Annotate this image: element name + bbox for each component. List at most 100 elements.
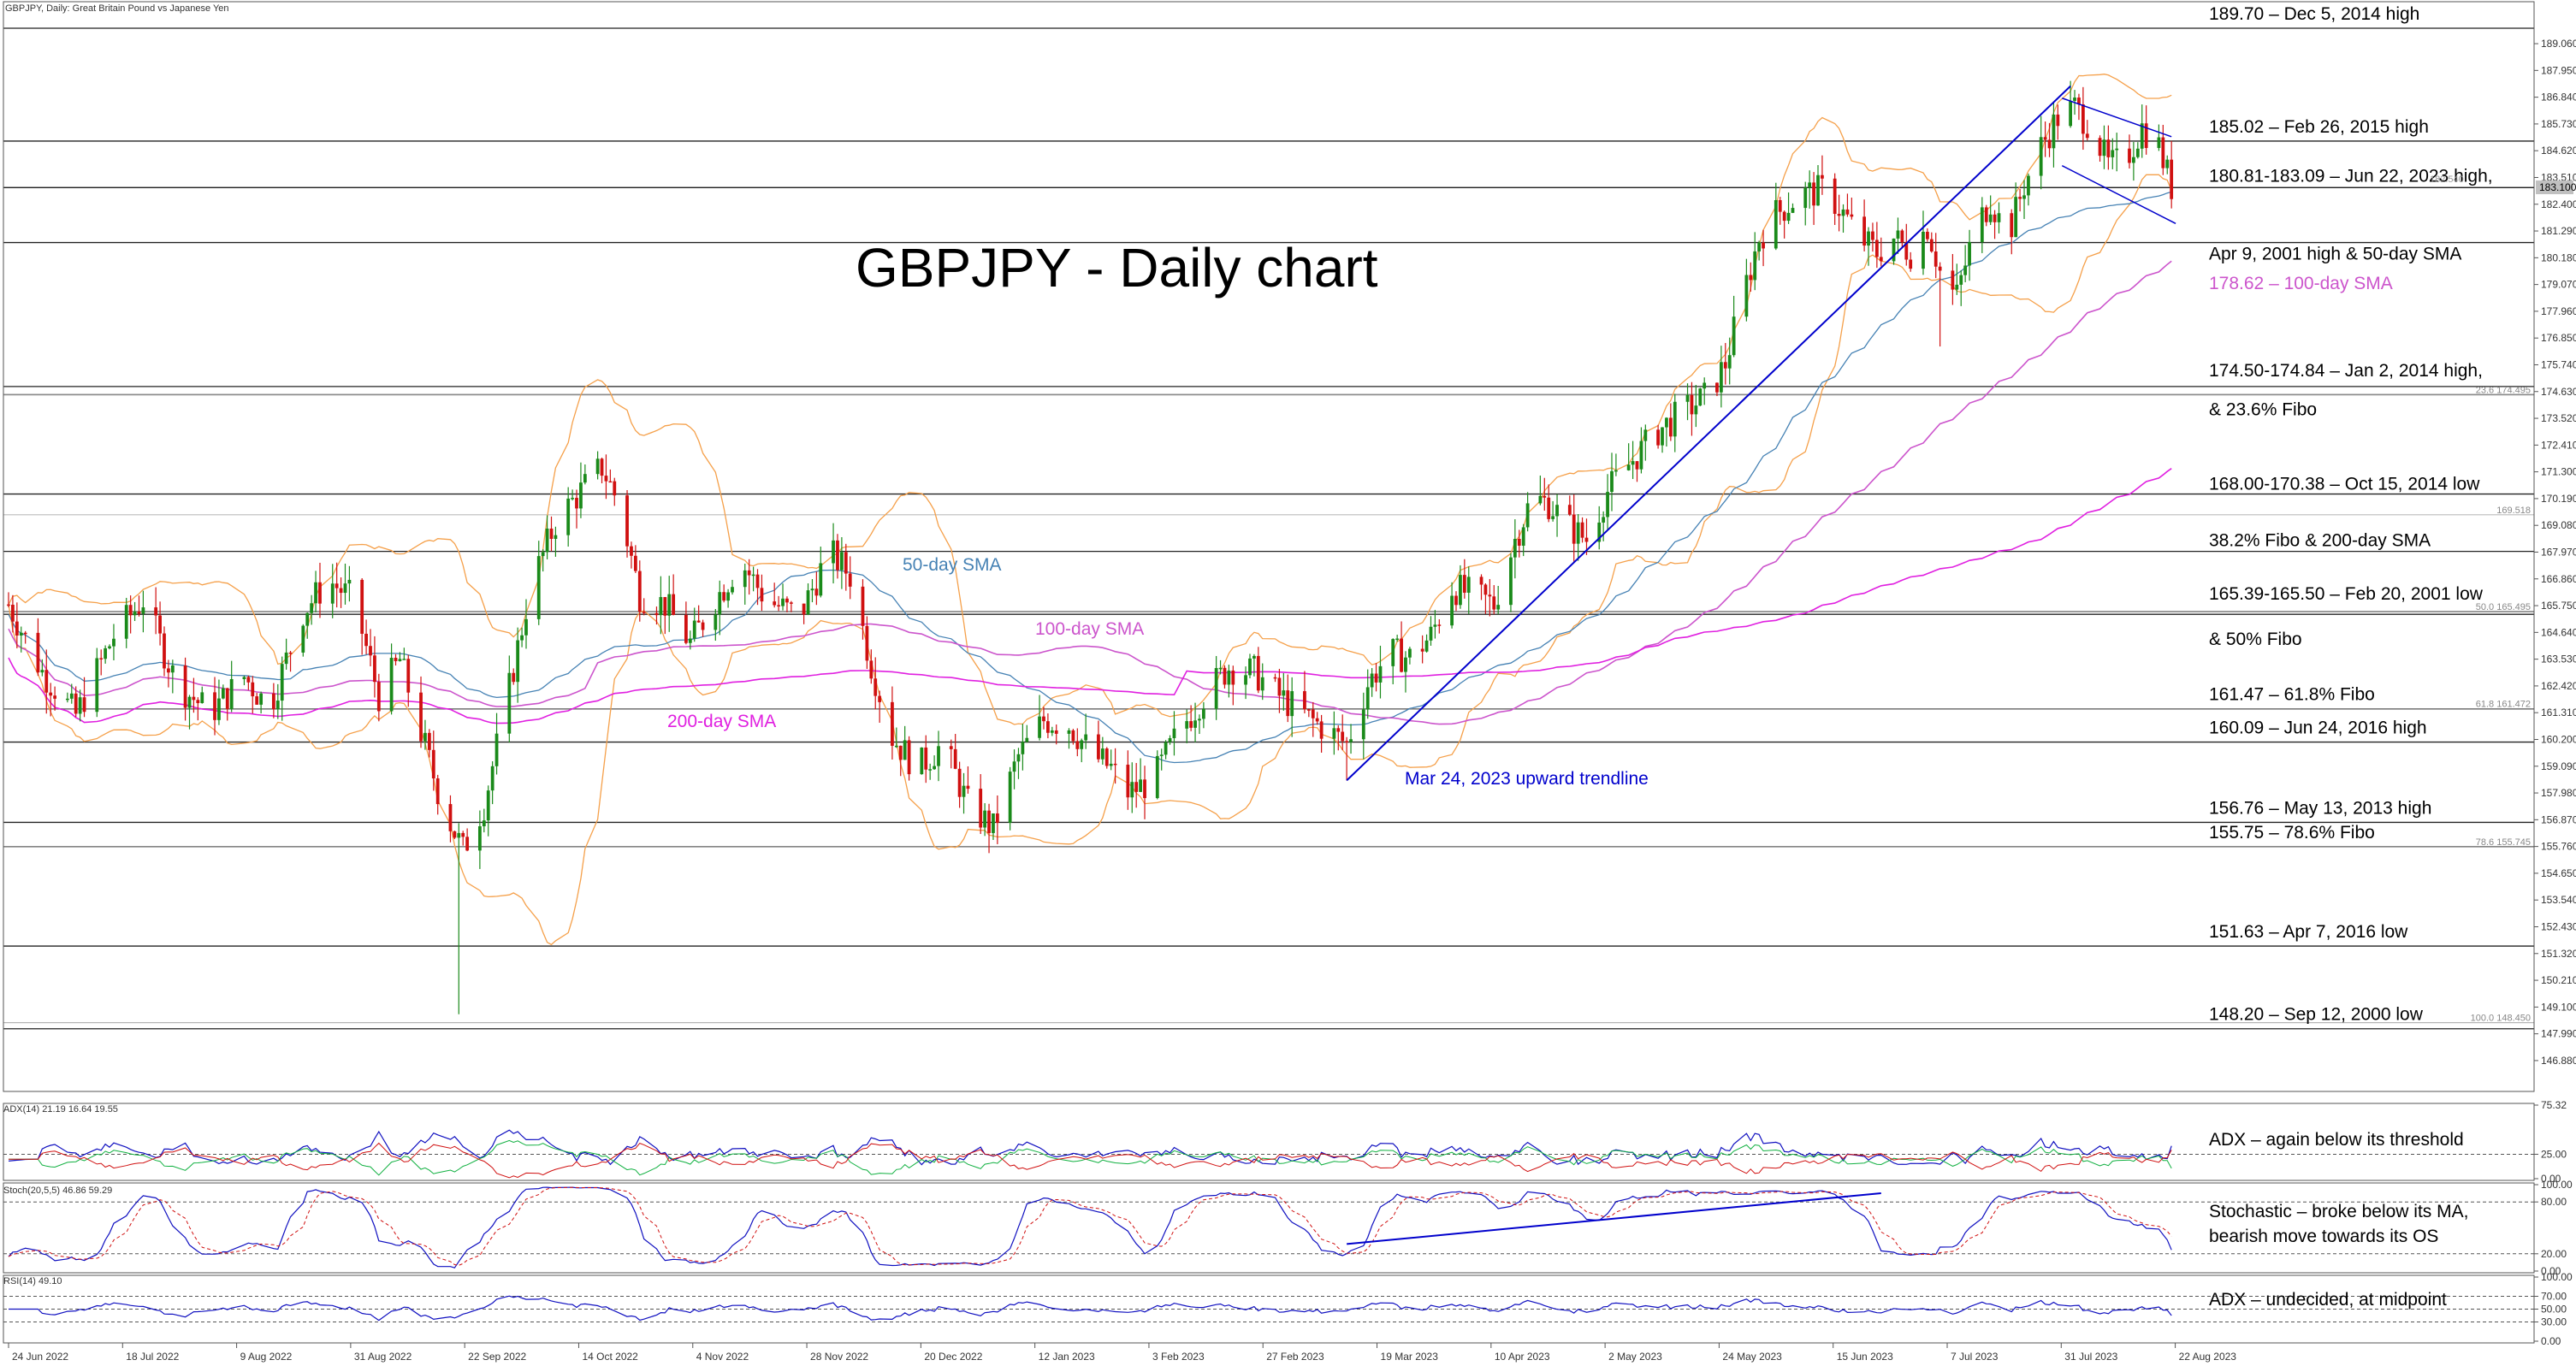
candle-up xyxy=(1164,742,1168,755)
candle-up xyxy=(1808,182,1812,188)
candle-up xyxy=(566,498,571,535)
candle-down xyxy=(869,660,873,679)
candle-up xyxy=(1614,470,1618,472)
price-tick-label: 159.090 xyxy=(2541,760,2576,772)
candle-up xyxy=(781,598,785,606)
candle-up xyxy=(1193,720,1197,728)
candle-down xyxy=(318,582,322,604)
candle-up xyxy=(520,635,524,641)
candle-down xyxy=(1580,522,1584,538)
candle-up xyxy=(726,592,730,601)
candle-up xyxy=(347,579,352,584)
candle-down xyxy=(1341,731,1345,742)
candle-down xyxy=(848,573,852,587)
candle-up xyxy=(1429,626,1433,641)
candle-down xyxy=(154,607,158,616)
candle-down xyxy=(1143,779,1146,799)
candle-down xyxy=(448,804,453,831)
candle-up xyxy=(2052,114,2056,149)
candle-up xyxy=(1803,187,1808,209)
candle-down xyxy=(99,658,104,659)
candle-up xyxy=(284,652,288,665)
price-tick-label: 185.730 xyxy=(2541,118,2576,130)
candle-up xyxy=(536,556,541,619)
rsi-comment: ADX – undecided, at midpoint xyxy=(2209,1290,2447,1310)
candle-up xyxy=(389,658,394,712)
candle-up xyxy=(1643,429,1648,441)
level-label: 160.09 – Jun 24, 2016 high xyxy=(2209,718,2427,738)
price-tick-label: 162.420 xyxy=(2541,680,2576,692)
candle-down xyxy=(1871,231,1874,240)
candle-down xyxy=(1277,677,1282,696)
candle-down xyxy=(1635,461,1639,470)
date-tick-label: 24 Jun 2022 xyxy=(12,1351,68,1363)
candle-up xyxy=(688,638,692,643)
candle-down xyxy=(1488,594,1492,597)
candle-up xyxy=(1404,657,1407,672)
candle-up xyxy=(1050,730,1054,733)
candle-down xyxy=(1567,505,1572,515)
candle-up xyxy=(1408,648,1412,658)
candle-up xyxy=(1378,665,1383,683)
candle-down xyxy=(1778,200,1782,212)
price-tick-label: 186.840 xyxy=(2541,92,2576,103)
candle-down xyxy=(1054,730,1058,734)
candle-up xyxy=(1361,709,1365,740)
candle-down xyxy=(1984,207,1988,222)
candle-down xyxy=(360,579,364,634)
candle-down xyxy=(1256,655,1260,691)
date-tick-label: 14 Oct 2022 xyxy=(582,1351,638,1363)
candle-up xyxy=(1084,734,1088,741)
side-price-label: 182.540 xyxy=(2430,174,2464,185)
candle-up xyxy=(659,597,663,616)
candle-down xyxy=(82,697,86,713)
candle-up xyxy=(2039,137,2043,176)
candle-down xyxy=(373,655,376,683)
candle-down xyxy=(1572,514,1576,544)
candle-down xyxy=(137,612,141,614)
candle-down xyxy=(1543,495,1547,498)
candle-down xyxy=(865,625,869,661)
candle-up xyxy=(1100,748,1104,760)
candle-up xyxy=(1248,658,1252,676)
candle-down xyxy=(255,696,259,705)
candle-down xyxy=(785,598,789,603)
candle-down xyxy=(1938,266,1942,271)
candle-up xyxy=(1139,779,1142,792)
candle-down xyxy=(271,693,275,710)
candle-down xyxy=(2106,139,2111,157)
candle-up xyxy=(1433,624,1437,627)
candle-up xyxy=(330,583,335,604)
price-tick-label: 170.190 xyxy=(2541,493,2576,505)
candle-up xyxy=(78,697,82,714)
candle-up xyxy=(1109,763,1113,766)
candle-down xyxy=(957,768,962,797)
candle-down xyxy=(995,813,999,823)
candle-down xyxy=(1723,362,1727,369)
candle-down xyxy=(225,688,229,709)
candle-down xyxy=(128,605,133,616)
candle-down xyxy=(755,574,760,588)
candle-up xyxy=(1892,238,1896,262)
candle-down xyxy=(1909,259,1913,269)
candle-up xyxy=(579,482,583,509)
candle-up xyxy=(1252,655,1256,659)
candle-up xyxy=(1841,209,1845,216)
candle-up xyxy=(1703,382,1707,389)
candle-down xyxy=(953,748,957,769)
candle-up xyxy=(1786,212,1791,222)
candle-up xyxy=(1168,737,1172,742)
candle-down xyxy=(789,602,793,604)
fibo-label: 78.6 155.745 xyxy=(2476,837,2531,848)
candle-down xyxy=(15,621,19,636)
candle-up xyxy=(1159,754,1164,756)
candle-down xyxy=(1879,257,1883,262)
candle-down xyxy=(1547,497,1551,519)
candle-down xyxy=(1311,709,1315,718)
indicator-tick-label: 50.00 xyxy=(2541,1304,2567,1316)
axes: 189.060 187.950 186.840 185.730 184.620 183.5… xyxy=(3,1,2576,1363)
candle-down xyxy=(2043,137,2047,140)
candle-down xyxy=(251,682,255,697)
candle-down xyxy=(654,612,659,616)
date-tick-label: 7 Jul 2023 xyxy=(1951,1351,1999,1363)
